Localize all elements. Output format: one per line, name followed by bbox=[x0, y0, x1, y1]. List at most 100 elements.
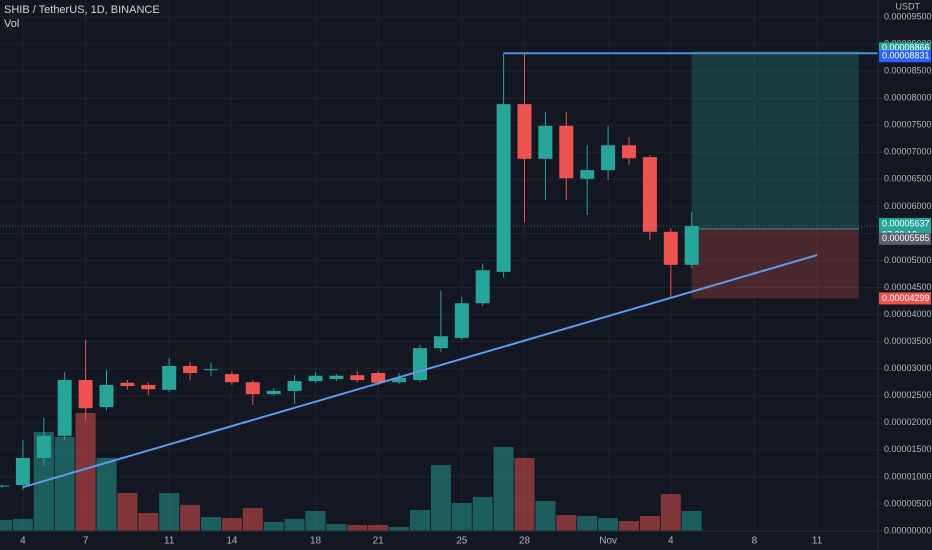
chart-title: SHIB / TetherUS, 1D, BINANCE bbox=[4, 4, 160, 16]
volume-bar bbox=[451, 503, 472, 531]
candle-layer bbox=[0, 53, 699, 490]
candle-body bbox=[433, 336, 448, 349]
candle-body bbox=[36, 435, 51, 458]
volume-bar bbox=[410, 510, 430, 531]
y-tick-label: 0.00003000 bbox=[884, 363, 932, 373]
trend-line bbox=[22, 254, 818, 489]
candle-body bbox=[601, 145, 616, 171]
x-tick-label: 25 bbox=[456, 536, 468, 547]
last-price-label: 0.00005637 bbox=[882, 218, 930, 228]
y-tick-label: 0.00006000 bbox=[884, 201, 932, 211]
stop-label: 0.00004299 bbox=[882, 293, 930, 303]
volume-bar bbox=[75, 413, 96, 531]
x-tick-label: 11 bbox=[812, 536, 823, 547]
volume-bar bbox=[201, 517, 221, 531]
y-tick-label: 0.00007000 bbox=[884, 147, 932, 157]
volume-bar bbox=[242, 508, 263, 531]
candle-body bbox=[329, 375, 344, 379]
x-tick-label: 4 bbox=[668, 536, 674, 547]
y-tick-label: 0.00006500 bbox=[884, 174, 932, 184]
candle-body bbox=[538, 125, 553, 159]
entry-label-bg bbox=[879, 232, 931, 245]
candle-body bbox=[0, 485, 9, 487]
candle-body bbox=[350, 375, 365, 381]
y-tick-label: 0.00008500 bbox=[884, 66, 932, 76]
candle-body bbox=[183, 365, 198, 374]
volume-bar bbox=[138, 513, 159, 531]
y-tick-label: 0.00008000 bbox=[884, 93, 932, 103]
x-tick-label: 4 bbox=[20, 536, 26, 547]
x-tick-label: 28 bbox=[519, 536, 531, 547]
y-tick-label: 0.00004500 bbox=[884, 282, 932, 292]
volume-bar bbox=[159, 493, 180, 531]
position-layer bbox=[691, 51, 859, 299]
candle-body bbox=[413, 348, 427, 381]
volume-bar bbox=[430, 465, 451, 531]
drawing-layer bbox=[0, 52, 878, 489]
candle-body bbox=[78, 380, 93, 409]
volume-bar bbox=[472, 497, 493, 531]
candle-body bbox=[57, 380, 72, 436]
line-price-label: 0.00008831 bbox=[882, 51, 930, 61]
candle-body bbox=[371, 373, 386, 383]
volume-bar bbox=[347, 525, 368, 531]
y-tick-label: 0.00003500 bbox=[884, 336, 932, 346]
volume-bar bbox=[639, 516, 660, 531]
volume-bar bbox=[284, 519, 305, 531]
y-tick-label: 0.00005000 bbox=[884, 255, 932, 265]
stop-label-bg bbox=[879, 292, 931, 305]
candle-body bbox=[580, 170, 595, 179]
y-tick-label: 0.00009500 bbox=[884, 11, 932, 21]
candle-body bbox=[224, 374, 239, 383]
volume-bar bbox=[577, 516, 598, 531]
y-tick-label: 0.00004000 bbox=[884, 309, 932, 319]
y-tick-label: 0.00000000 bbox=[884, 525, 932, 535]
candle-body bbox=[120, 382, 135, 387]
candle-body bbox=[308, 375, 323, 382]
volume-bar bbox=[598, 518, 619, 531]
y-tick-label: 0.00002000 bbox=[884, 417, 932, 427]
y-tick-label: 0.00007500 bbox=[884, 120, 932, 130]
y-tick-label: 0.00001500 bbox=[884, 444, 932, 454]
x-tick-label: Nov bbox=[599, 536, 617, 547]
candle-body bbox=[162, 365, 177, 390]
candle-body bbox=[642, 157, 657, 232]
y-tick-label: 0.00002500 bbox=[884, 390, 932, 400]
volume-label: Vol bbox=[4, 18, 19, 30]
candle-body bbox=[141, 384, 156, 390]
volume-bar bbox=[535, 501, 556, 531]
target-label: 0.00008866 bbox=[882, 43, 930, 53]
candle-body bbox=[663, 231, 678, 265]
candle-body bbox=[454, 303, 469, 338]
volume-bar bbox=[389, 527, 410, 531]
volume-bar bbox=[493, 447, 514, 531]
volume-bar bbox=[368, 525, 389, 531]
price-axis: 0.00000000 0.00000500 0.00001000 0.00001500… bbox=[878, 11, 932, 535]
last-price-label-bg bbox=[879, 218, 931, 231]
volume-bar bbox=[221, 518, 242, 531]
volume-bar bbox=[681, 511, 702, 531]
volume-bar bbox=[514, 458, 535, 531]
volume-bar bbox=[117, 493, 138, 531]
x-tick-label: 7 bbox=[83, 536, 89, 547]
line-price-label-bg bbox=[879, 50, 931, 63]
x-tick-label: 8 bbox=[752, 536, 758, 547]
candle-body bbox=[15, 457, 30, 486]
position-profit bbox=[691, 51, 859, 229]
volume-bar bbox=[305, 511, 326, 531]
x-tick-label: 14 bbox=[226, 536, 238, 547]
position-loss bbox=[691, 228, 859, 299]
volume-bar bbox=[556, 515, 577, 531]
y-tick-label: 0.00001000 bbox=[884, 471, 932, 481]
candle-body bbox=[266, 390, 281, 395]
x-tick-label: 18 bbox=[310, 536, 322, 547]
volume-bar bbox=[96, 458, 117, 531]
volume-bar bbox=[326, 524, 347, 531]
candle-body bbox=[517, 104, 532, 159]
candle-body bbox=[622, 145, 636, 159]
x-tick-label: 21 bbox=[373, 536, 385, 547]
volume-bar bbox=[660, 494, 681, 531]
volume-bar bbox=[0, 520, 12, 531]
